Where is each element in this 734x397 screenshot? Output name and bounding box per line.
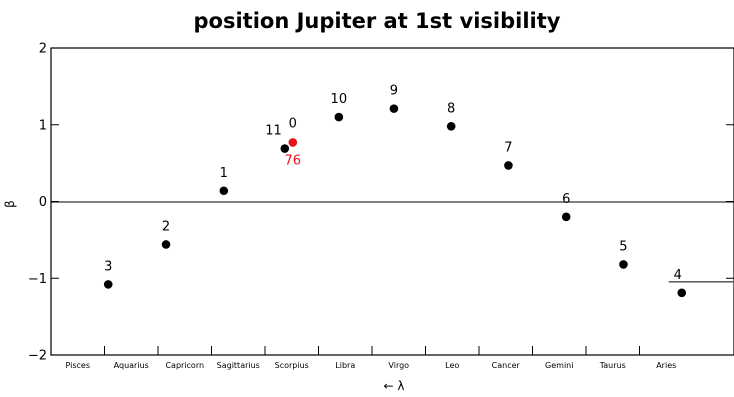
point-label: 11 — [265, 124, 282, 139]
point-label: 10 — [331, 92, 348, 107]
x-tick-label: Gemini — [545, 361, 573, 370]
data-point — [446, 121, 456, 131]
data-point — [619, 260, 628, 269]
y-tick-label: 2 — [39, 42, 47, 57]
x-tick-label: Aries — [656, 361, 676, 370]
x-tick-label: Taurus — [599, 361, 626, 370]
data-point — [103, 280, 113, 289]
point-label: 1 — [220, 166, 228, 181]
y-tick-label: 0 — [39, 195, 47, 210]
x-tick-label: Capricorn — [165, 361, 204, 370]
x-tick-label: Libra — [335, 361, 355, 370]
y-tick-label: −1 — [28, 272, 47, 287]
x-tick-label: Pisces — [65, 361, 90, 370]
data-point — [504, 161, 513, 170]
x-tick-label: Virgo — [388, 361, 409, 370]
data-point — [389, 104, 399, 113]
x-axis: Pisces Aquarius Capricorn Sagittarius Scorpi… — [65, 346, 676, 370]
point-label: 4 — [674, 268, 682, 283]
point-label: 3 — [104, 259, 112, 274]
point-label: 2 — [162, 219, 170, 234]
y-axis-label: β — [3, 200, 17, 208]
y-tick-label: 1 — [39, 118, 47, 133]
data-point — [161, 240, 171, 249]
y-axis: −2 −1 0 1 2 — [28, 42, 734, 364]
data-point — [334, 112, 344, 122]
data-point — [677, 288, 687, 298]
x-axis-label: ← λ — [384, 379, 405, 393]
point-label: 5 — [619, 239, 627, 254]
data-point — [280, 144, 290, 153]
point-label: 7 — [504, 140, 512, 155]
point-label: 8 — [447, 101, 455, 116]
y-tick-label: −2 — [28, 349, 47, 364]
x-tick-label: Leo — [445, 361, 459, 370]
x-tick-label: Cancer — [492, 361, 521, 370]
x-tick-label: Sagittarius — [217, 361, 260, 370]
highlight-point — [288, 138, 298, 147]
x-tick-label: Scorpius — [275, 361, 309, 370]
point-label: 6 — [562, 192, 570, 207]
point-label: 9 — [390, 84, 398, 99]
chart-title: position Jupiter at 1st visibility — [194, 9, 561, 33]
x-tick-label: Aquarius — [114, 361, 149, 370]
data-point — [561, 212, 571, 222]
point-label: 0 — [289, 116, 297, 131]
red-annotation: 76 — [285, 153, 302, 168]
data-point — [219, 186, 229, 196]
